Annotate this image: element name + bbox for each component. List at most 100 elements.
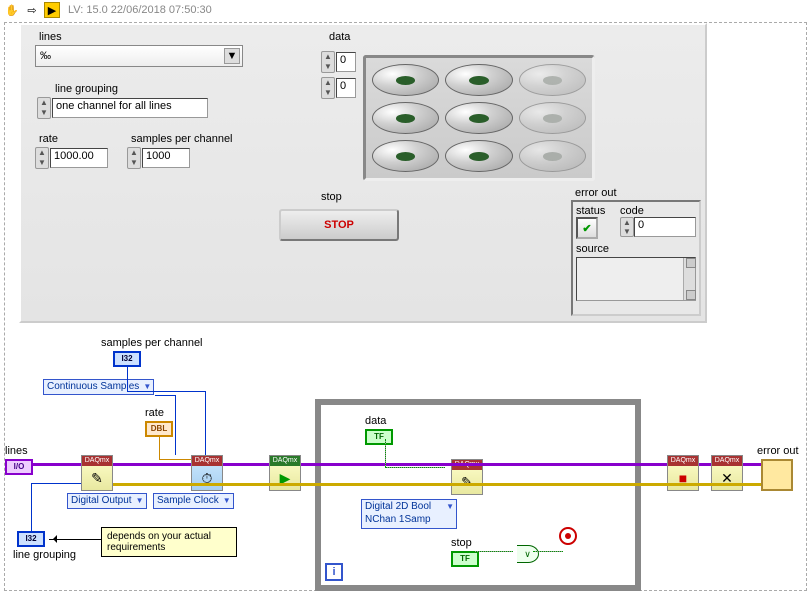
led[interactable] <box>519 64 586 96</box>
data-led-array <box>363 55 595 181</box>
iteration-terminal: i <box>325 563 343 581</box>
wire <box>223 463 269 466</box>
rate-field[interactable]: 1000.00 <box>50 148 108 168</box>
daqmx-header: DAQmx <box>82 456 112 466</box>
wire <box>473 551 513 552</box>
led[interactable] <box>519 102 586 134</box>
stop-button[interactable]: STOP <box>279 209 399 241</box>
wire <box>699 463 711 466</box>
wire <box>113 483 761 486</box>
arrow-right-icon[interactable]: ⇨ <box>24 2 40 18</box>
samples-terminal[interactable]: I32 <box>113 351 141 367</box>
hand-tool-icon[interactable]: ✋ <box>4 2 20 18</box>
data-terminal[interactable]: TF <box>365 429 393 445</box>
lines-value: ‰ <box>40 50 51 62</box>
scrollbar[interactable] <box>683 258 695 300</box>
data-idx0-spin[interactable]: ▲▼ <box>321 51 335 73</box>
led[interactable] <box>372 140 439 172</box>
run-icon[interactable]: ▶ <box>44 2 60 18</box>
samples-label: samples per channel <box>131 133 233 145</box>
error-out-label: error out <box>575 187 617 199</box>
bd-stop-label: stop <box>451 537 472 549</box>
daqmx-create-channel[interactable]: DAQmx ✎ <box>81 455 113 491</box>
wire <box>385 439 386 467</box>
daqmx-header: DAQmx <box>270 456 300 466</box>
bd-data-label: data <box>365 415 386 427</box>
led[interactable] <box>372 102 439 134</box>
wire <box>175 395 176 455</box>
status-label: status <box>576 205 616 217</box>
cont-samples-selector[interactable]: Continuous Samples <box>43 379 154 395</box>
wire <box>533 551 563 552</box>
error-out-indicator[interactable] <box>761 459 793 491</box>
samples-spin[interactable]: ▲▼ <box>127 147 141 169</box>
daqmx-header: DAQmx <box>192 456 222 466</box>
line-grouping-spin[interactable]: ▲▼ <box>37 97 51 119</box>
dropdown-arrow-icon[interactable]: ▼ <box>224 48 240 64</box>
wire <box>743 463 761 466</box>
code-label: code <box>620 205 696 217</box>
rate-terminal[interactable]: DBL <box>145 421 173 437</box>
wire <box>159 459 191 460</box>
code-field[interactable]: 0 <box>634 217 696 237</box>
data-idx1-spin[interactable]: ▲▼ <box>321 77 335 99</box>
daqmx-header: DAQmx <box>668 456 698 466</box>
block-diagram: samples per channel I32 Continuous Sampl… <box>5 333 806 590</box>
lines-terminal[interactable]: I/O <box>5 459 33 475</box>
status-indicator: ✔ <box>576 217 598 239</box>
clear-icon: ✕ <box>712 466 742 490</box>
stop-icon: ■ <box>668 466 698 490</box>
wire <box>31 483 81 484</box>
sample-clock-selector[interactable]: Sample Clock <box>153 493 234 509</box>
clock-icon: ⏱ <box>192 466 222 490</box>
bd-linegrp-label: line grouping <box>13 549 76 561</box>
samples-field[interactable]: 1000 <box>142 148 190 168</box>
wire <box>127 367 128 391</box>
arrow-head-icon <box>49 535 57 543</box>
pencil-icon: ✎ <box>82 466 112 490</box>
digital-output-selector[interactable]: Digital Output <box>67 493 147 509</box>
led[interactable] <box>519 140 586 172</box>
led[interactable] <box>445 140 512 172</box>
diagram-bounds: lines ‰ ▼ line grouping ▲▼ one channel f… <box>4 22 807 591</box>
lines-combo[interactable]: ‰ ▼ <box>35 45 243 67</box>
wire <box>205 391 206 455</box>
wire <box>113 463 191 466</box>
bd-lines-label: lines <box>5 445 28 457</box>
wire <box>31 483 32 531</box>
led[interactable] <box>372 64 439 96</box>
source-label: source <box>576 243 696 255</box>
line-grouping-label: line grouping <box>55 83 118 95</box>
front-panel: lines ‰ ▼ line grouping ▲▼ one channel f… <box>19 23 707 323</box>
wire <box>155 395 175 396</box>
lines-label: lines <box>39 31 62 43</box>
pencil-icon: ✎ <box>452 470 482 494</box>
wire <box>385 467 445 468</box>
led[interactable] <box>445 64 512 96</box>
bd-rate-label: rate <box>145 407 164 419</box>
window-title: LV: 15.0 22/06/2018 07:50:30 <box>68 4 212 16</box>
wire <box>33 463 81 466</box>
write-mode-selector[interactable]: Digital 2D Bool NChan 1Samp <box>361 499 457 529</box>
comment-box: depends on your actual requirements <box>101 527 237 557</box>
bd-errout-label: error out <box>757 445 799 457</box>
or-gate[interactable]: ∨ <box>517 545 539 563</box>
stop-terminal[interactable]: TF <box>451 551 479 567</box>
data-idx1-field[interactable]: 0 <box>336 78 356 98</box>
wire <box>127 391 205 392</box>
line-grouping-field[interactable]: one channel for all lines <box>52 98 208 118</box>
stop-label: stop <box>321 191 342 203</box>
data-label: data <box>329 31 350 43</box>
wire <box>301 463 667 466</box>
bd-samples-label: samples per channel <box>101 337 203 349</box>
daqmx-header: DAQmx <box>712 456 742 466</box>
loop-condition[interactable] <box>559 527 577 545</box>
play-icon: ▶ <box>270 466 300 490</box>
led[interactable] <box>445 102 512 134</box>
source-field[interactable] <box>576 257 696 301</box>
wire <box>159 437 160 459</box>
data-idx0-field[interactable]: 0 <box>336 52 356 72</box>
linegrp-terminal[interactable]: I32 <box>17 531 45 547</box>
code-spin[interactable]: ▲▼ <box>620 217 634 237</box>
rate-spin[interactable]: ▲▼ <box>35 147 49 169</box>
